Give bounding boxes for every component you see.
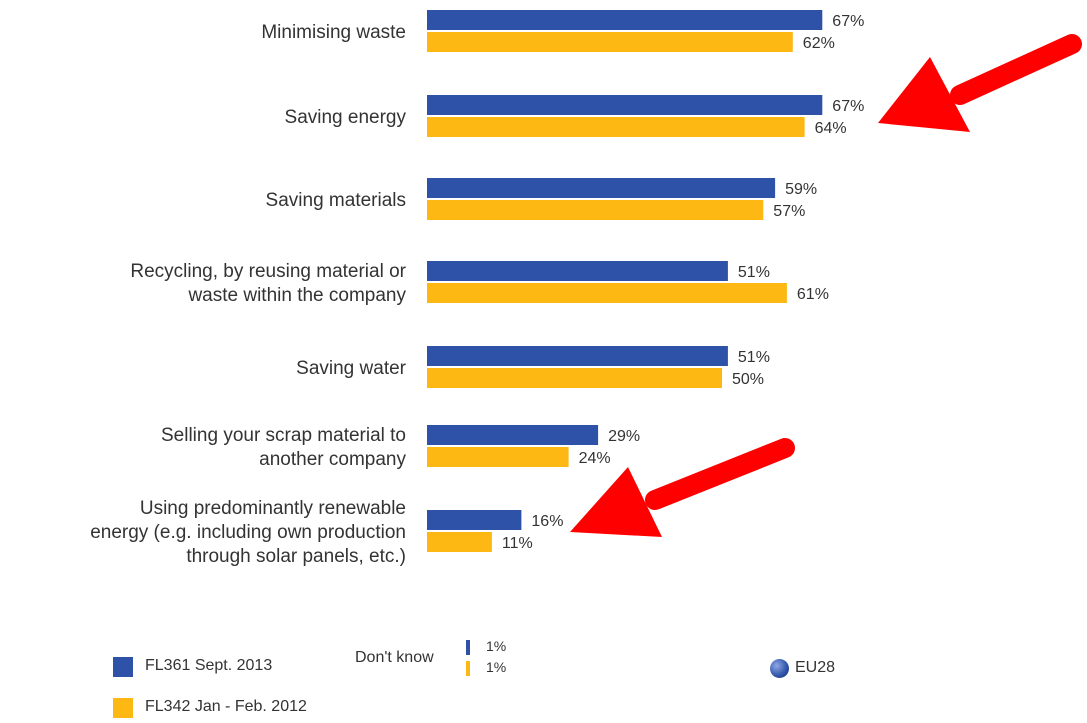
data-label: 51% bbox=[738, 264, 770, 281]
globe-icon bbox=[770, 659, 789, 678]
bar-series1 bbox=[427, 261, 728, 281]
dont-know-bar-series1 bbox=[466, 640, 470, 655]
bar-series1 bbox=[427, 425, 599, 445]
bar-series2 bbox=[427, 532, 492, 552]
bar-series2 bbox=[427, 32, 793, 52]
dont-know-value-series1: 1% bbox=[486, 638, 507, 654]
data-label: 64% bbox=[815, 120, 847, 137]
data-label: 59% bbox=[785, 181, 817, 198]
bar-series2 bbox=[427, 283, 787, 303]
data-label: 51% bbox=[738, 349, 770, 366]
category-label: Saving materials bbox=[266, 190, 406, 211]
bar-series2 bbox=[427, 117, 805, 137]
region-label: EU28 bbox=[795, 659, 836, 676]
legend-swatch-series1 bbox=[113, 657, 133, 677]
bar-series1 bbox=[427, 346, 728, 366]
category-label: Selling your scrap material to another co… bbox=[161, 425, 406, 470]
dont-know-label: Don't know bbox=[355, 649, 434, 666]
data-label: 24% bbox=[579, 450, 611, 467]
category-label: Minimising waste bbox=[261, 22, 406, 43]
bar-series1 bbox=[427, 510, 522, 530]
bar-series1 bbox=[427, 10, 823, 30]
bar-series2 bbox=[427, 447, 569, 467]
category-label: Recycling, by reusing material or waste w… bbox=[130, 261, 406, 306]
category-label: Saving water bbox=[296, 358, 407, 379]
bar-series2 bbox=[427, 200, 764, 220]
data-label: 57% bbox=[773, 203, 805, 220]
data-label: 16% bbox=[531, 513, 563, 530]
bar-series1 bbox=[427, 95, 823, 115]
dont-know-value-series2: 1% bbox=[486, 659, 507, 675]
category-label: Saving energy bbox=[285, 107, 407, 128]
data-label: 67% bbox=[832, 98, 864, 115]
data-label: 11% bbox=[502, 535, 533, 552]
dont-know-bar-series2 bbox=[466, 661, 470, 676]
bar-chart: 67% 62% Minimising waste 67% 64% Saving energ… bbox=[90, 10, 864, 567]
data-label: 67% bbox=[832, 13, 864, 30]
legend-label-series2: FL342 Jan - Feb. 2012 bbox=[145, 698, 307, 715]
legend-swatch-series2 bbox=[113, 698, 133, 718]
legend-label-series1: FL361 Sept. 2013 bbox=[145, 657, 273, 674]
bar-series1 bbox=[427, 178, 776, 198]
data-label: 50% bbox=[732, 371, 764, 388]
data-label: 62% bbox=[803, 35, 835, 52]
category-label: Using predominantly renewable energy (e.g… bbox=[90, 498, 406, 567]
bar-series2 bbox=[427, 368, 722, 388]
data-label: 29% bbox=[608, 428, 640, 445]
data-label: 61% bbox=[797, 286, 829, 303]
